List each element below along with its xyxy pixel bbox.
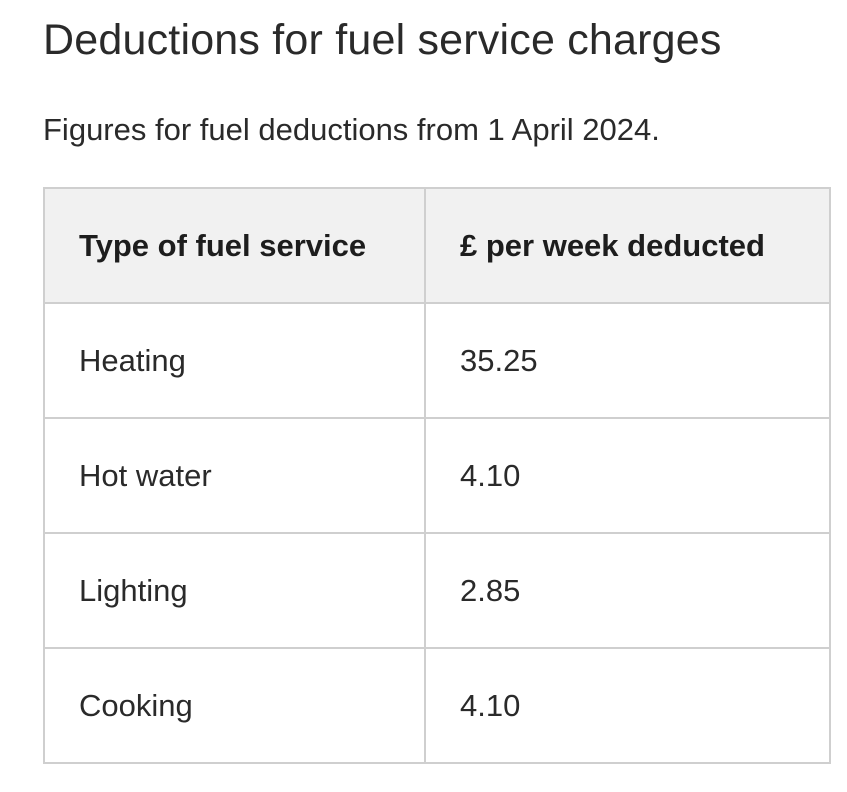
fuel-type-cell: Cooking [43,647,426,764]
fuel-deductions-table: Type of fuel service £ per week deducted… [43,187,831,764]
fuel-type-cell: Lighting [43,532,426,649]
amount-cell: 35.25 [424,302,831,419]
column-header-type: Type of fuel service [43,187,426,304]
column-header-amount: £ per week deducted [424,187,831,304]
intro-text: Figures for fuel deductions from 1 April… [43,112,660,147]
table-row: Lighting 2.85 [43,532,831,649]
table-row: Cooking 4.10 [43,647,831,764]
fuel-type-cell: Hot water [43,417,426,534]
table-row: Heating 35.25 [43,302,831,419]
page-title: Deductions for fuel service charges [43,16,722,64]
amount-cell: 4.10 [424,417,831,534]
amount-cell: 2.85 [424,532,831,649]
table-row: Hot water 4.10 [43,417,831,534]
table-header-row: Type of fuel service £ per week deducted [43,187,831,304]
amount-cell: 4.10 [424,647,831,764]
fuel-type-cell: Heating [43,302,426,419]
